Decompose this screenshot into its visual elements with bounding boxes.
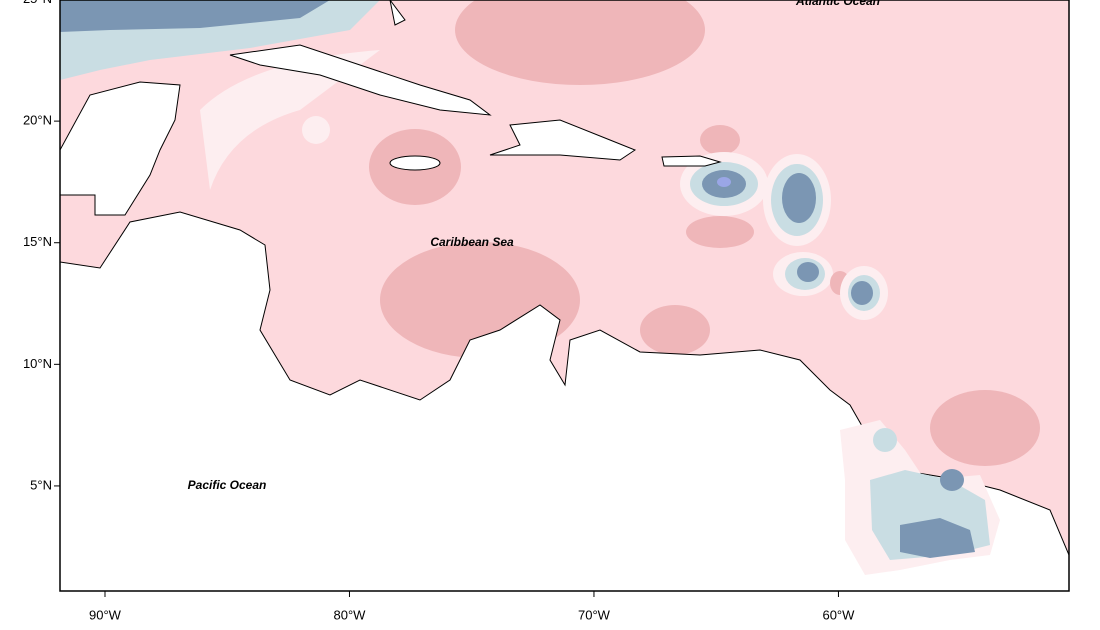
x-tick-label: 60°W bbox=[822, 607, 855, 622]
sea-label: Caribbean Sea bbox=[430, 235, 514, 249]
y-tick-label: 10°N bbox=[23, 356, 52, 371]
y-tick-label: 25°N bbox=[23, 0, 52, 6]
blue-shade-dark bbox=[782, 173, 816, 223]
y-tick-label: 5°N bbox=[30, 477, 52, 492]
x-tick-label: 80°W bbox=[334, 607, 367, 622]
map-area bbox=[60, 0, 1069, 591]
land bbox=[229, 44, 492, 116]
ocean-label: Pacific Ocean bbox=[188, 478, 267, 492]
x-tick-label: 90°W bbox=[89, 607, 122, 622]
anomaly-blob bbox=[930, 390, 1040, 466]
blue-shade-dark bbox=[851, 281, 873, 305]
land bbox=[389, 0, 406, 26]
y-tick-label: 15°N bbox=[23, 234, 52, 249]
blue-shade bbox=[873, 428, 897, 452]
blue-shade-core bbox=[717, 177, 731, 187]
frame bbox=[59, 0, 1070, 592]
land bbox=[60, 81, 181, 216]
anomaly-blob bbox=[686, 216, 754, 248]
blue-shade-dark bbox=[940, 469, 964, 491]
land bbox=[661, 155, 722, 167]
anomaly-blob bbox=[455, 0, 705, 85]
light-shade bbox=[200, 50, 380, 190]
anomaly-blob bbox=[640, 305, 710, 355]
land bbox=[489, 119, 637, 161]
anomaly-blob bbox=[700, 125, 740, 155]
ocean-label: Atlantic Ocean bbox=[795, 0, 880, 8]
land bbox=[389, 155, 441, 171]
blue-shade-dark bbox=[900, 518, 975, 558]
light-shade bbox=[302, 116, 330, 144]
blue-shade-dark bbox=[797, 262, 819, 282]
y-tick-label: 20°N bbox=[23, 113, 52, 128]
x-tick-label: 70°W bbox=[578, 607, 611, 622]
gulf-shade-dark bbox=[60, 0, 330, 32]
